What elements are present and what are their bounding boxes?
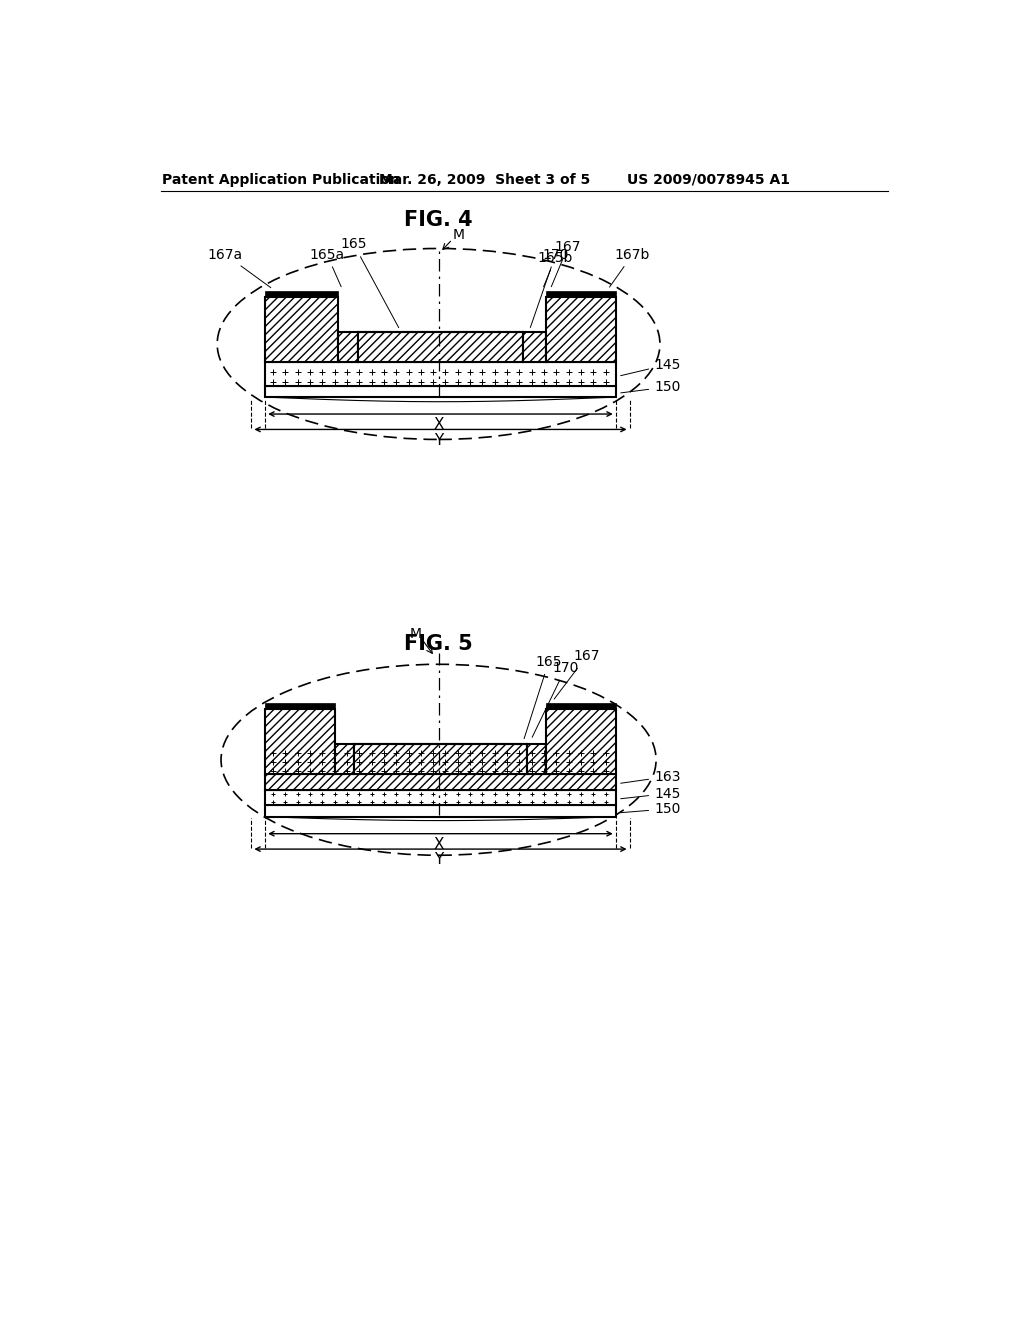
- Text: M: M: [410, 627, 422, 642]
- Bar: [547, 290, 615, 297]
- Bar: [547, 297, 615, 363]
- Bar: [523, 331, 547, 363]
- Text: 170: 170: [532, 661, 579, 738]
- Bar: [265, 363, 615, 385]
- Bar: [357, 331, 523, 363]
- Bar: [335, 743, 354, 775]
- Text: 145: 145: [621, 787, 681, 800]
- Text: US 2009/0078945 A1: US 2009/0078945 A1: [627, 173, 790, 187]
- Text: 163: 163: [621, 770, 681, 784]
- Text: 165: 165: [341, 238, 398, 327]
- Bar: [265, 789, 615, 805]
- Bar: [354, 743, 527, 775]
- Text: Patent Application Publication: Patent Application Publication: [162, 173, 399, 187]
- Bar: [265, 702, 335, 709]
- Text: Y: Y: [434, 433, 443, 447]
- Bar: [527, 743, 547, 775]
- Text: 167: 167: [551, 240, 582, 286]
- Text: Mar. 26, 2009  Sheet 3 of 5: Mar. 26, 2009 Sheet 3 of 5: [379, 173, 591, 187]
- Text: 170: 170: [530, 248, 568, 327]
- Text: FIG. 5: FIG. 5: [404, 634, 473, 653]
- Text: 165: 165: [524, 655, 562, 739]
- Text: 165a: 165a: [309, 248, 344, 286]
- Text: 167: 167: [554, 649, 600, 700]
- Text: 145: 145: [621, 358, 681, 376]
- Bar: [265, 709, 335, 775]
- Bar: [547, 709, 615, 775]
- Text: FIG. 4: FIG. 4: [404, 210, 473, 230]
- Text: Y: Y: [434, 853, 443, 867]
- Bar: [265, 290, 339, 297]
- Bar: [265, 385, 615, 397]
- Bar: [265, 775, 615, 789]
- Text: X: X: [433, 417, 443, 433]
- Text: M: M: [453, 227, 465, 242]
- Text: 167b: 167b: [609, 248, 650, 286]
- Text: X: X: [433, 837, 443, 851]
- Bar: [547, 702, 615, 709]
- Text: 167a: 167a: [208, 248, 270, 288]
- Bar: [339, 331, 357, 363]
- Text: 150: 150: [621, 380, 681, 393]
- Bar: [265, 805, 615, 817]
- Bar: [265, 297, 339, 363]
- Text: 150: 150: [621, 803, 681, 816]
- Text: 165b: 165b: [538, 251, 573, 286]
